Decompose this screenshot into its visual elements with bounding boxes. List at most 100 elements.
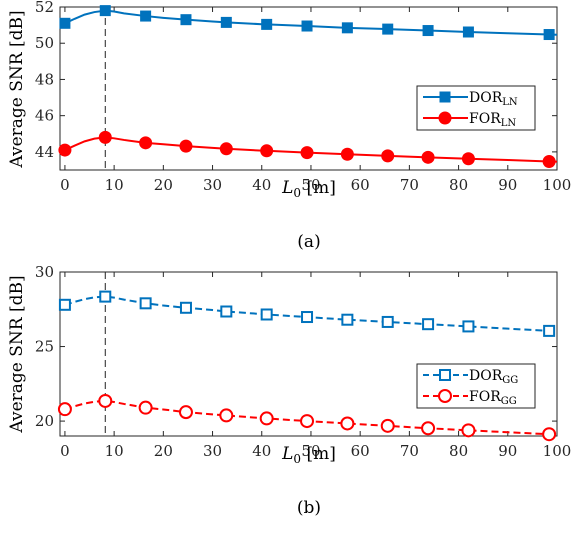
- series-point-for-gg-2: [138, 400, 153, 415]
- chart-b-legend: DORGG FORGG: [416, 363, 536, 409]
- chart-b-ticks: 0 10 20 30 40 50 60 70 80 90 100 20 25 30: [35, 263, 571, 460]
- legend-entry-dor-ln: DORLN: [423, 90, 518, 108]
- chart-b-ylabel: Average SNR [dB]: [7, 275, 27, 433]
- series-point-for-ln-10: [461, 152, 475, 166]
- chart-a-xtick-label-30: 30: [203, 176, 222, 194]
- chart-a-xtick-label-70: 70: [400, 176, 419, 194]
- chart-b-ytick-label-30: 30: [35, 263, 54, 281]
- series-point-for-ln-0: [58, 143, 72, 157]
- chart-a-xtick-label-10: 10: [105, 176, 124, 194]
- series-point-for-gg-8: [380, 418, 395, 433]
- chart-a-xlabel: L0 [m]: [281, 178, 336, 200]
- chart-a-legend: DORLN FORLN: [416, 85, 536, 131]
- series-point-for-ln-6: [300, 146, 314, 160]
- series-point-dor-ln-4: [220, 16, 232, 28]
- series-point-dor-gg-10: [462, 320, 475, 333]
- chart-b-xtick-label-50: 50: [301, 442, 320, 460]
- series-point-for-gg-5: [259, 411, 274, 426]
- chart-b-xtick-label-90: 90: [498, 442, 517, 460]
- chart-a-xtick-label-100: 100: [543, 176, 572, 194]
- chart-a-xtick-label-80: 80: [449, 176, 468, 194]
- series-point-for-ln-9: [421, 150, 435, 164]
- series-point-dor-ln-10: [462, 26, 474, 38]
- series-point-for-ln-2: [139, 136, 153, 150]
- series-point-for-ln-4: [219, 142, 233, 156]
- series-point-dor-ln-1: [99, 5, 111, 17]
- series-point-dor-ln-2: [140, 10, 152, 22]
- chart-b-caption: (b): [297, 498, 321, 518]
- series-point-dor-ln-5: [261, 18, 273, 30]
- chart-b-xtick-label-70: 70: [400, 442, 419, 460]
- series-point-dor-gg-0: [58, 298, 71, 311]
- chart-a-axes-box: [59, 6, 558, 171]
- legend-marker-for-ln: [438, 111, 452, 125]
- chart-a-xtick-label-40: 40: [252, 176, 271, 194]
- chart-b-xtick-label-60: 60: [351, 442, 370, 460]
- chart-b-xtick-label-40: 40: [252, 442, 271, 460]
- chart-b-xtick-label-10: 10: [105, 442, 124, 460]
- chart-a-ytick-label-44: 44: [35, 143, 54, 161]
- chart-b-xtick-label-30: 30: [203, 442, 222, 460]
- series-point-dor-gg-5: [260, 308, 273, 321]
- legend-label-dor-ln: DORLN: [469, 90, 518, 108]
- legend-marker-dor-gg: [439, 369, 451, 381]
- chart-a-xtick-label-20: 20: [154, 176, 173, 194]
- series-point-for-ln-8: [381, 149, 395, 163]
- series-point-dor-gg-6: [301, 311, 314, 324]
- series-point-dor-ln-9: [422, 25, 434, 37]
- series-point-for-gg-11: [542, 427, 557, 442]
- legend-label-dor-gg: DORGG: [469, 368, 518, 386]
- series-point-dor-ln-11: [543, 29, 555, 41]
- chart-a-ylabel: Average SNR [dB]: [7, 10, 27, 168]
- series-point-dor-gg-4: [220, 305, 233, 318]
- chart-a-ytick-label-52: 52: [35, 0, 54, 16]
- chart-a-legend-box: [416, 85, 536, 131]
- series-point-for-gg-4: [219, 408, 234, 423]
- series-point-for-gg-3: [178, 405, 193, 420]
- legend-marker-dor-ln: [439, 91, 451, 103]
- legend-entry-for-ln: FORLN: [423, 111, 516, 129]
- chart-b-series: [57, 290, 558, 442]
- chart-b-ytick-label-25: 25: [35, 338, 54, 356]
- chart-b-ytick-label-20: 20: [35, 412, 54, 430]
- chart-a-xtick-label-0: 0: [60, 176, 70, 194]
- chart-b-axes-box: [59, 271, 558, 437]
- series-point-for-ln-5: [260, 144, 274, 158]
- series-point-for-ln-1: [98, 130, 112, 144]
- chart-b-xtick-label-20: 20: [154, 442, 173, 460]
- chart-b-xtick-label-0: 0: [60, 442, 70, 460]
- series-point-dor-gg-8: [381, 315, 394, 328]
- series-point-for-gg-7: [340, 416, 355, 431]
- series-point-for-gg-6: [300, 414, 315, 429]
- series-point-dor-gg-1: [99, 290, 112, 303]
- series-point-dor-ln-7: [341, 22, 353, 34]
- chart-b-xtick-label-100: 100: [543, 442, 572, 460]
- series-point-dor-gg-11: [543, 324, 556, 337]
- chart-a-caption: (a): [297, 232, 320, 252]
- legend-entry-dor-gg: DORGG: [423, 368, 518, 386]
- series-point-dor-gg-3: [179, 301, 192, 314]
- series-point-for-gg-10: [461, 423, 476, 438]
- chart-a-series: [58, 5, 558, 168]
- chart-b: 0 10 20 30 40 50 60 70 80 90 100 20 25 30 Average SNR…: [7, 263, 571, 518]
- legend-label-for-gg: FORGG: [469, 389, 517, 407]
- series-point-for-ln-3: [179, 139, 193, 153]
- legend-entry-for-gg: FORGG: [423, 389, 517, 407]
- series-point-for-ln-7: [340, 147, 354, 161]
- chart-a-xtick-label-60: 60: [351, 176, 370, 194]
- series-point-dor-ln-0: [59, 17, 71, 29]
- series-point-dor-gg-7: [341, 313, 354, 326]
- series-point-dor-gg-9: [422, 318, 435, 331]
- legend-label-for-ln: FORLN: [469, 111, 516, 129]
- chart-b-xtick-label-80: 80: [449, 442, 468, 460]
- legend-marker-for-gg: [438, 389, 452, 403]
- series-point-for-ln-11: [542, 154, 556, 168]
- series-point-dor-gg-2: [139, 297, 152, 310]
- chart-a-ticks: 0 10 20 30 40 50 60 70 80 90 100 44 46 48 50 52: [35, 0, 571, 194]
- chart-a-ytick-label-48: 48: [35, 70, 54, 88]
- series-point-for-gg-9: [421, 421, 436, 436]
- series-point-for-gg-1: [98, 393, 113, 408]
- series-point-for-gg-0: [57, 402, 72, 417]
- series-point-dor-ln-8: [382, 23, 394, 35]
